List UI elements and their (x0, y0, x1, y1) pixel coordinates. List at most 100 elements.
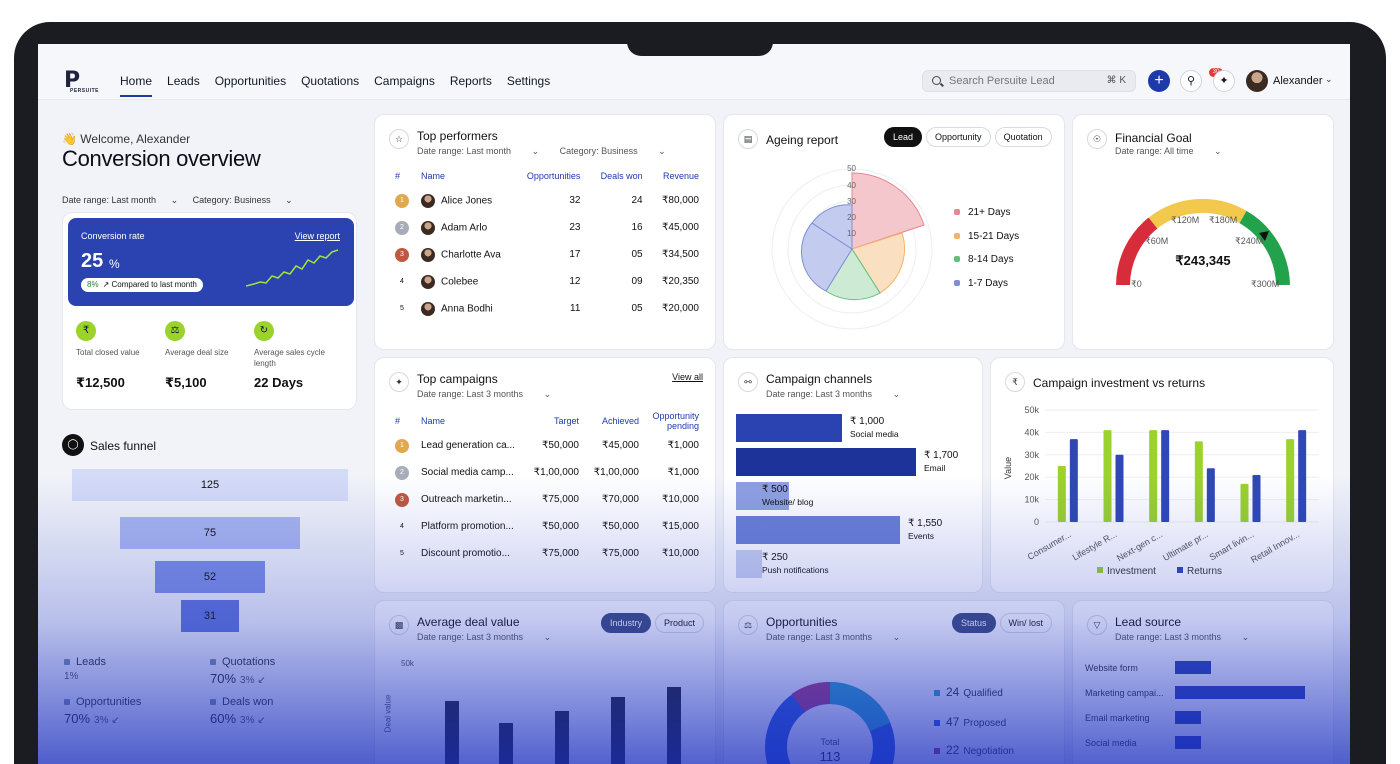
channel-value: ₹ 1,700 (924, 450, 959, 461)
logo[interactable]: P PERSUITE (64, 68, 99, 94)
date-range-filter[interactable]: Date range: Last 3 months ⌄ (766, 389, 901, 399)
col-target[interactable]: Target (553, 416, 579, 426)
bell-icon[interactable]: ⚲ (1180, 70, 1202, 92)
search-box[interactable]: ⌘ K (922, 70, 1136, 92)
table-row[interactable]: 4 Colebee 12 09 ₹20,350 (389, 268, 705, 295)
legend-label: Investment (1107, 566, 1156, 577)
lead-source-bar[interactable] (1175, 711, 1201, 724)
user-name[interactable]: Alexander (1273, 75, 1323, 87)
lead-source-label: Email marketing (1085, 713, 1150, 723)
chevron-down-icon[interactable]: ⌄ (1325, 74, 1333, 84)
channel-name: Push notifications (762, 565, 829, 575)
tab-opportunity[interactable]: Opportunity (926, 127, 991, 147)
col-rank: # (395, 416, 401, 426)
channel-bar[interactable] (736, 414, 842, 442)
rank-cell: 1 (389, 432, 415, 459)
card-filters: Date range: Last month ⌄ Category: Busin… (417, 146, 684, 157)
lead-source-bar[interactable] (1175, 661, 1211, 674)
ageing-tabs: Lead Opportunity Quotation (884, 127, 1052, 147)
channel-bar[interactable] (736, 516, 900, 544)
tab-status[interactable]: Status (952, 613, 996, 633)
lead-source-bar[interactable] (1175, 736, 1201, 749)
col-name[interactable]: Name (421, 171, 446, 181)
revenue-cell: ₹34,500 (662, 249, 699, 260)
pending-cell: ₹15,000 (662, 521, 699, 532)
nav-reports[interactable]: Reports (449, 74, 492, 88)
date-range-label: Date range: All time (1115, 146, 1194, 156)
table-row[interactable]: 3 Outreach marketin... ₹75,000 ₹70,000 ₹… (389, 486, 705, 513)
date-range-filter[interactable]: Date range: Last 3 months ⌄ (766, 632, 901, 642)
y-tick-label: 30k (1024, 450, 1039, 460)
megaphone-icon: ✦ (389, 372, 409, 392)
lead-source-bar[interactable] (1175, 686, 1305, 699)
legend-swatch (210, 699, 216, 705)
legend-pct: 3% (240, 675, 255, 686)
table-row[interactable]: 3 Charlotte Ava 17 05 ₹34,500 (389, 241, 705, 268)
table-row[interactable]: 2 Adam Arlo 23 16 ₹45,000 (389, 214, 705, 241)
channel-bar[interactable] (736, 550, 762, 578)
channel-bar[interactable] (736, 448, 916, 476)
table-row[interactable]: 1 Lead generation ca... ₹50,000 ₹45,000 … (389, 432, 705, 459)
tab-industry[interactable]: Industry (601, 613, 652, 633)
date-range-label: Date range: Last 3 months (417, 632, 524, 642)
tab-lead[interactable]: Lead (884, 127, 923, 147)
col-revenue[interactable]: Revenue (662, 171, 699, 181)
date-range-filter[interactable]: Date range: Last month ⌄ (62, 195, 179, 205)
view-all-link[interactable]: View all (672, 372, 703, 382)
nav-settings[interactable]: Settings (506, 74, 551, 88)
tab-quotation[interactable]: Quotation (994, 127, 1052, 147)
sales-funnel-title: Sales funnel (90, 439, 157, 453)
nav-home[interactable]: Home (120, 74, 153, 97)
performers-table: # Name Opportunities Deals won Revenue 1… (389, 165, 705, 322)
deal-tabs: Industry Product (601, 613, 705, 633)
name-cell: Alice Jones (415, 187, 511, 214)
category-filter[interactable]: Category: Business ⌄ (192, 195, 293, 205)
bar-returns (1161, 430, 1170, 522)
bar-returns (1252, 474, 1261, 522)
megaphone-icon[interactable]: ✦ (1213, 70, 1235, 92)
view-report-link[interactable]: View report (294, 231, 340, 241)
table-row[interactable]: 5 Anna Bodhi 11 05 ₹20,000 (389, 295, 705, 322)
card-title: Financial Goal (1115, 131, 1192, 145)
deal-bar (611, 697, 625, 764)
lead-source-label: Marketing campai... (1085, 688, 1164, 698)
avatar[interactable] (1246, 70, 1268, 92)
overview-filters: Date range: Last month ⌄ Category: Busin… (62, 195, 305, 206)
col-pending[interactable]: Opportunity pending (652, 411, 699, 431)
nav-opportunities[interactable]: Opportunities (214, 74, 287, 88)
stat-cycle-length: ↻ Average sales cycle length 22 Days (254, 321, 342, 390)
date-range-filter[interactable]: Date range: Last 3 months ⌄ (1115, 632, 1250, 642)
nav-quotations[interactable]: Quotations (301, 74, 360, 88)
search-input[interactable] (949, 73, 1099, 89)
col-deals-won[interactable]: Deals won (600, 171, 643, 181)
date-range-filter[interactable]: Date range: Last month ⌄ (417, 146, 540, 156)
rank-cell: 4 (389, 268, 415, 295)
date-range-filter[interactable]: Date range: Last 3 months ⌄ (417, 632, 552, 642)
table-row[interactable]: 1 Alice Jones 32 24 ₹80,000 (389, 187, 705, 214)
table-row[interactable]: 4 Platform promotion... ₹50,000 ₹50,000 … (389, 513, 705, 540)
gauge-label: ₹120M (1171, 215, 1199, 225)
date-range-filter[interactable]: Date range: Last 3 months ⌄ (417, 389, 552, 399)
tab-product[interactable]: Product (655, 613, 705, 633)
stat-value: ₹5,100 (165, 375, 207, 390)
nav-campaigns[interactable]: Campaigns (374, 74, 435, 88)
date-range-filter[interactable]: Date range: All time ⌄ (1115, 146, 1222, 156)
col-opportunities[interactable]: Opportunities (526, 171, 581, 181)
date-range-label: Date range: Last 3 months (766, 632, 873, 642)
col-achieved[interactable]: Achieved (601, 416, 639, 426)
table-row[interactable]: 2 Social media camp... ₹1,00,000 ₹1,00,0… (389, 459, 705, 486)
opportunity-tabs: Status Win/ lost (952, 613, 1053, 633)
legend-label: Qualified (963, 688, 1003, 699)
tab-win-lost[interactable]: Win/ lost (999, 613, 1053, 633)
category-filter[interactable]: Category: Business ⌄ (559, 146, 666, 156)
card-filters: Date range: Last 3 months ⌄ (417, 632, 569, 643)
table-row[interactable]: 5 Discount promotio... ₹75,000 ₹75,000 ₹… (389, 540, 705, 567)
rank-badge: 1 (395, 193, 409, 208)
add-button[interactable]: + (1148, 70, 1170, 92)
financial-goal-gauge: ₹0 ₹60M ₹120M ₹180M ₹240M ₹300M ₹243,345 (1116, 198, 1290, 289)
y-axis-label: Value (1003, 457, 1013, 479)
nav-leads[interactable]: Leads (167, 74, 200, 88)
col-name[interactable]: Name (421, 416, 446, 426)
legend-label: 21+ Days (968, 207, 1011, 218)
y-tick-label: 50k (1024, 405, 1039, 415)
